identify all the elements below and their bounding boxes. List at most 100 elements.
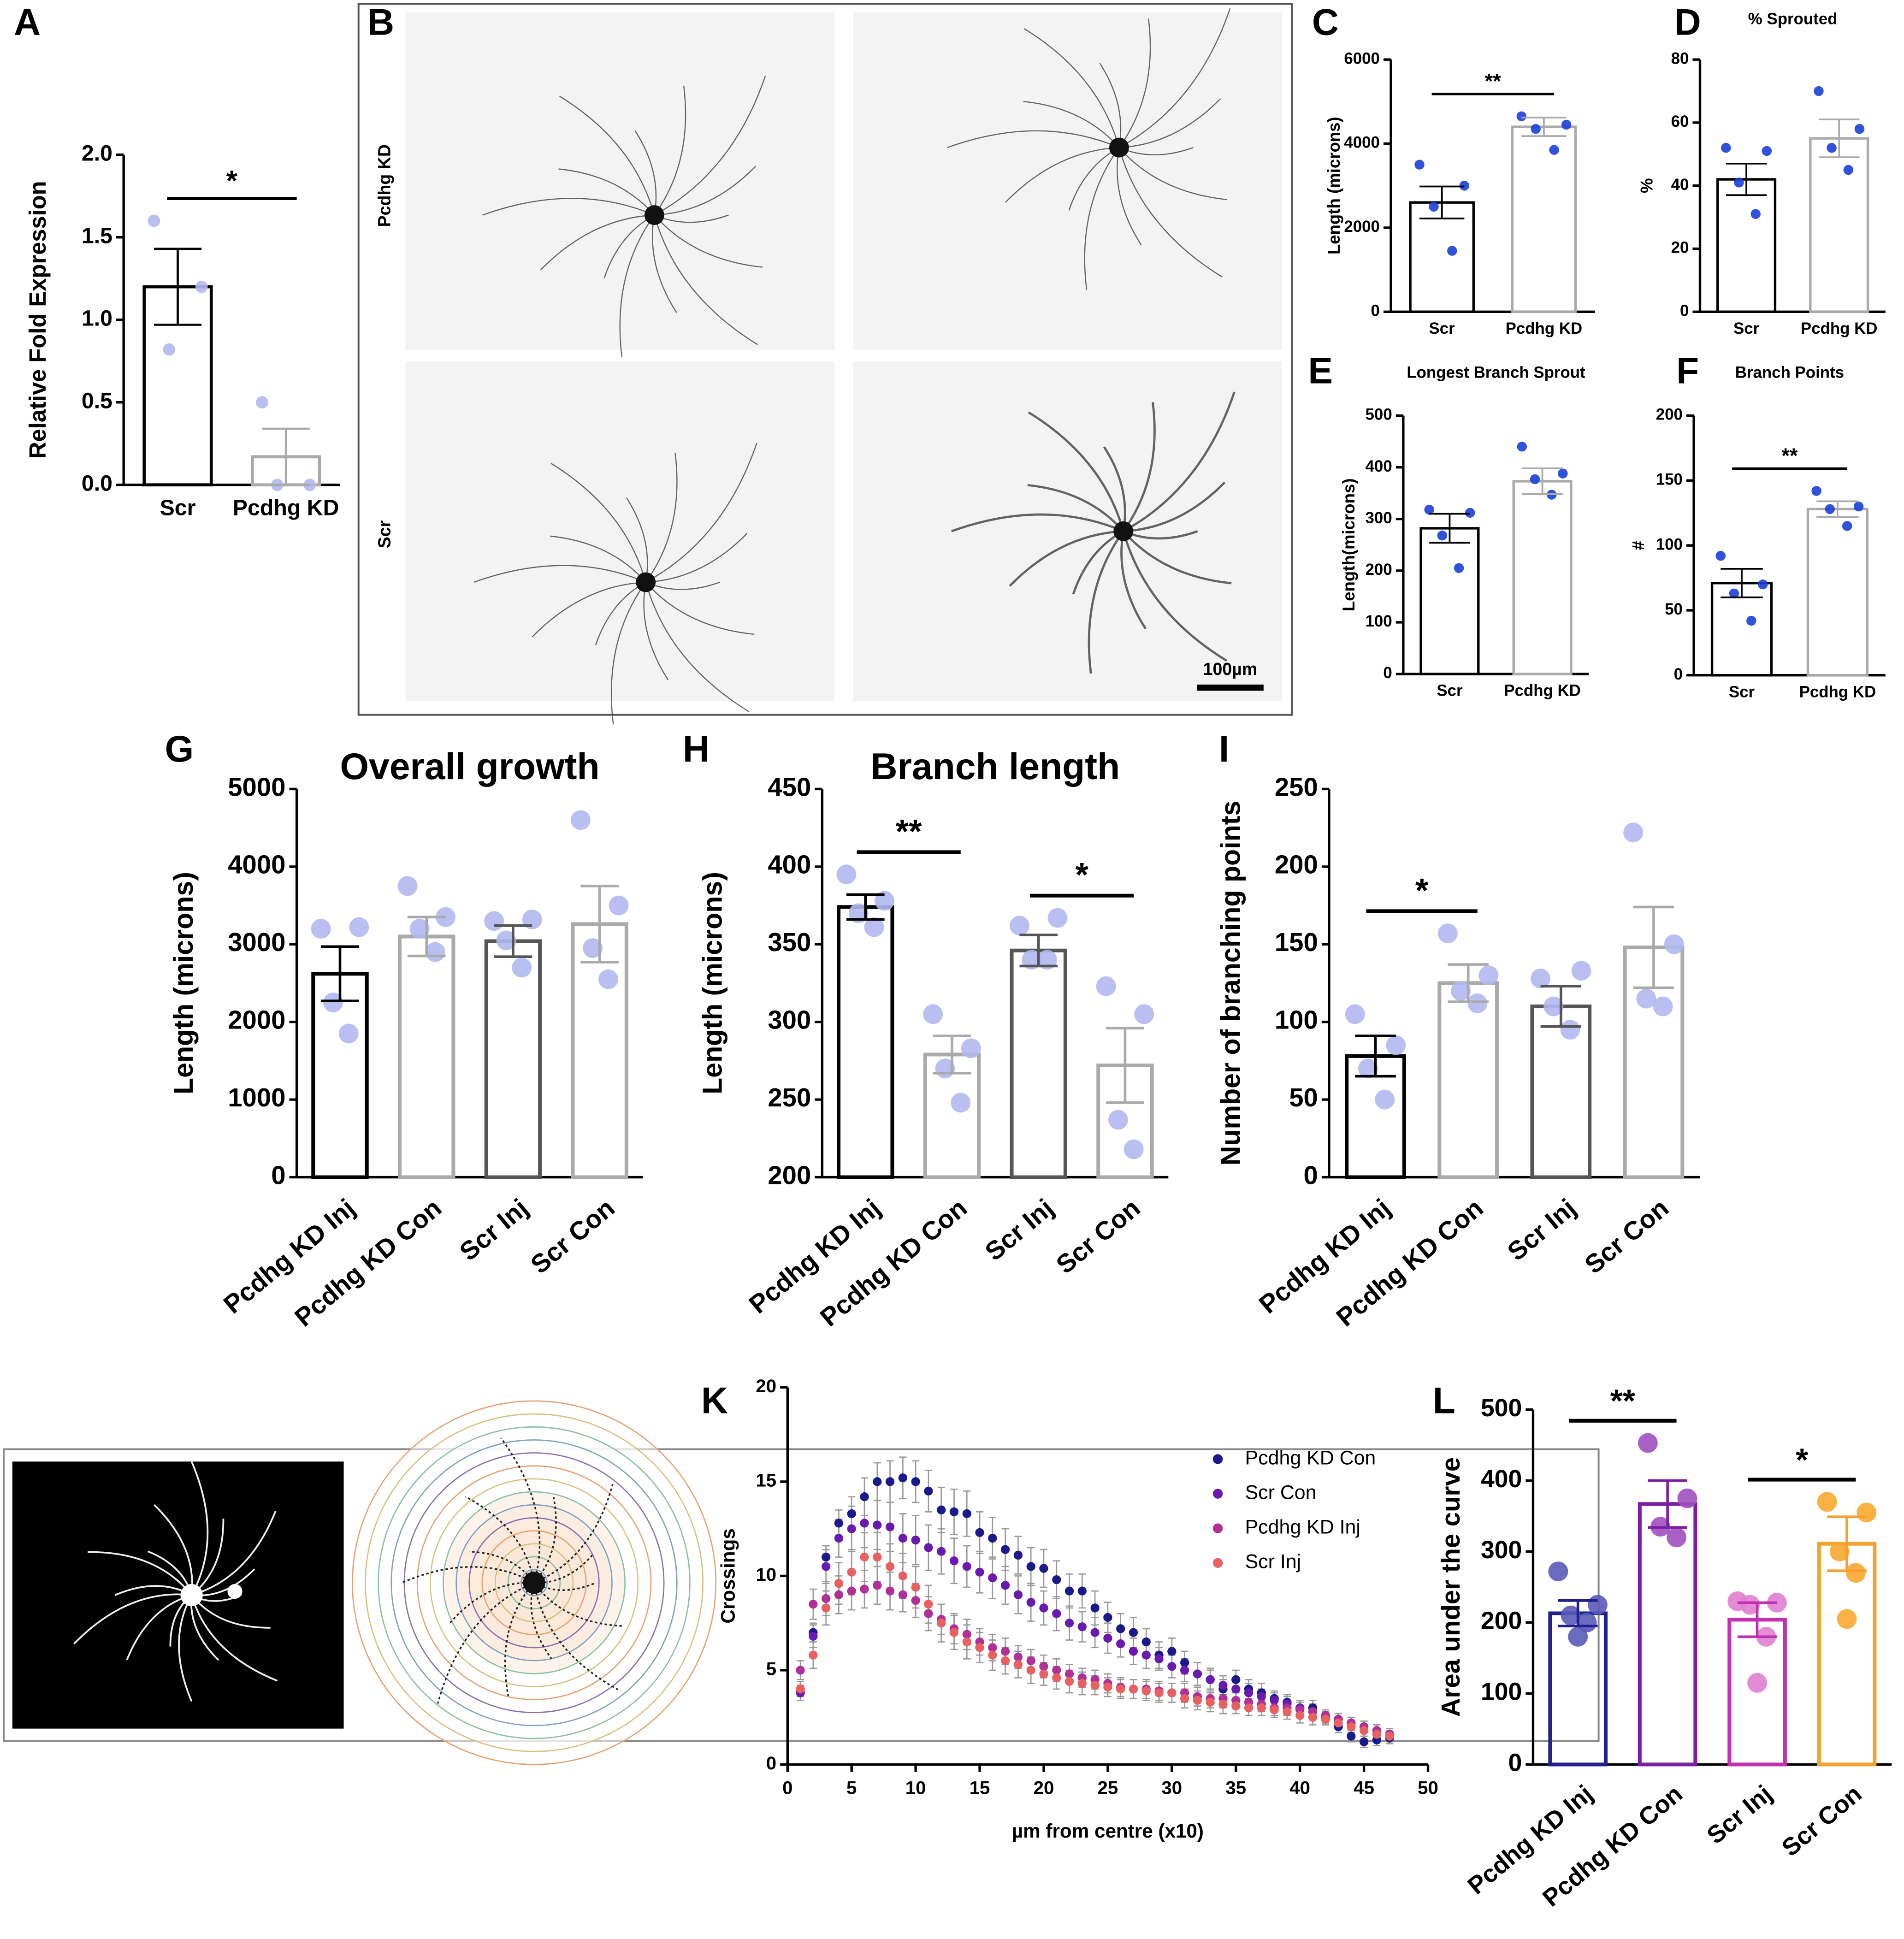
y-tick-label: 350: [768, 928, 811, 957]
neurite: [1122, 402, 1156, 532]
data-point: [1451, 981, 1471, 1001]
data-point: [847, 1567, 856, 1577]
data-point: [1090, 1628, 1100, 1637]
neurite: [559, 95, 655, 215]
data-point: [860, 1552, 869, 1562]
neurite: [1024, 28, 1120, 148]
data-point: [924, 1600, 933, 1609]
data-point: [1531, 124, 1541, 134]
data-point: [1141, 1650, 1151, 1660]
data-point: [975, 1528, 984, 1537]
neurite: [947, 130, 1119, 148]
data-point: [1039, 1669, 1048, 1679]
data-point: [962, 1562, 971, 1571]
legend-label: Pcdhg KD Inj: [1245, 1516, 1360, 1538]
significance-label: *: [1075, 856, 1088, 894]
neurite: [178, 1595, 193, 1702]
data-point: [1636, 988, 1656, 1009]
y-tick-label: 3000: [228, 928, 285, 957]
data-point: [1064, 1619, 1074, 1628]
neurite: [473, 565, 646, 583]
row-label: Scr: [375, 520, 394, 548]
data-point: [873, 1552, 882, 1562]
y-tick-label: 300: [1366, 509, 1392, 527]
row-label: Pcdhg KD: [375, 144, 394, 227]
data-point: [809, 1650, 818, 1660]
data-point: [1000, 1545, 1010, 1554]
data-point: [1549, 145, 1559, 155]
significance-label: *: [1415, 871, 1429, 909]
data-point: [975, 1567, 984, 1577]
y-tick-label: 1.5: [82, 223, 112, 248]
y-tick-label: 150: [1656, 471, 1683, 489]
x-tick-label: 40: [1289, 1778, 1310, 1798]
data-point: [860, 1492, 869, 1502]
data-point: [1345, 1004, 1365, 1024]
data-point: [1167, 1688, 1177, 1697]
data-point: [195, 280, 208, 293]
y-tick-label: 5: [766, 1659, 776, 1679]
y-tick-label: 300: [768, 1005, 811, 1035]
data-point: [1347, 1722, 1356, 1732]
neurite: [1023, 100, 1120, 148]
data-point: [898, 1473, 908, 1483]
data-point: [1077, 1679, 1087, 1688]
neurite: [1009, 530, 1123, 587]
bar: [1419, 527, 1480, 675]
panel-letter: L: [1433, 1380, 1455, 1422]
neurite: [1123, 481, 1226, 532]
chart-title: Overall growth: [340, 746, 599, 787]
traced-neurite: [530, 1582, 552, 1659]
data-point: [1096, 976, 1116, 996]
y-tick-label: 40: [1671, 176, 1689, 194]
data-point: [1825, 504, 1835, 514]
data-point: [1561, 1605, 1581, 1626]
neurite: [154, 1504, 193, 1596]
data-point: [1090, 1680, 1100, 1690]
data-point: [1116, 1685, 1125, 1694]
data-point: [1465, 508, 1475, 518]
neurite: [645, 582, 750, 712]
data-point: [1454, 563, 1464, 573]
cell-body: [1113, 521, 1134, 541]
data-point: [1154, 1654, 1164, 1664]
data-point: [911, 1583, 920, 1592]
data-point: [1854, 124, 1865, 134]
data-point: [1347, 1732, 1356, 1741]
data-point: [949, 1507, 959, 1517]
bar: [1716, 178, 1777, 313]
data-point: [1424, 504, 1434, 515]
y-tick-label: 60: [1671, 112, 1689, 130]
data-point: [1129, 1628, 1138, 1637]
data-point: [1530, 474, 1540, 485]
y-tick-label: 10: [756, 1564, 776, 1585]
bar: [1437, 981, 1499, 1179]
traced-neurite: [469, 1550, 535, 1584]
y-tick-label: 100: [1366, 612, 1392, 630]
data-point: [885, 1562, 895, 1571]
data-point: [1516, 111, 1526, 122]
data-point: [1206, 1697, 1215, 1707]
data-point: [1103, 1683, 1112, 1692]
data-point: [1064, 1677, 1074, 1686]
data-point: [1116, 1624, 1125, 1633]
data-point: [598, 969, 618, 989]
data-point: [148, 214, 160, 227]
y-tick-label: 15: [756, 1470, 776, 1491]
data-point: [949, 1556, 959, 1566]
data-point: [937, 1619, 946, 1628]
data-point: [937, 1505, 946, 1514]
y-tick-label: 0.5: [82, 388, 112, 413]
x-tick-label: Scr Con: [1579, 1193, 1674, 1279]
x-tick-label: Scr Inj: [454, 1193, 533, 1266]
data-point: [1090, 1603, 1100, 1613]
neurite: [1027, 484, 1124, 532]
data-point: [1385, 1732, 1394, 1741]
bar: [1511, 125, 1577, 313]
data-point: [1026, 1562, 1035, 1571]
data-point: [1039, 1564, 1048, 1573]
cell-body: [180, 1584, 203, 1607]
y-tick-label: 250: [768, 1083, 811, 1112]
